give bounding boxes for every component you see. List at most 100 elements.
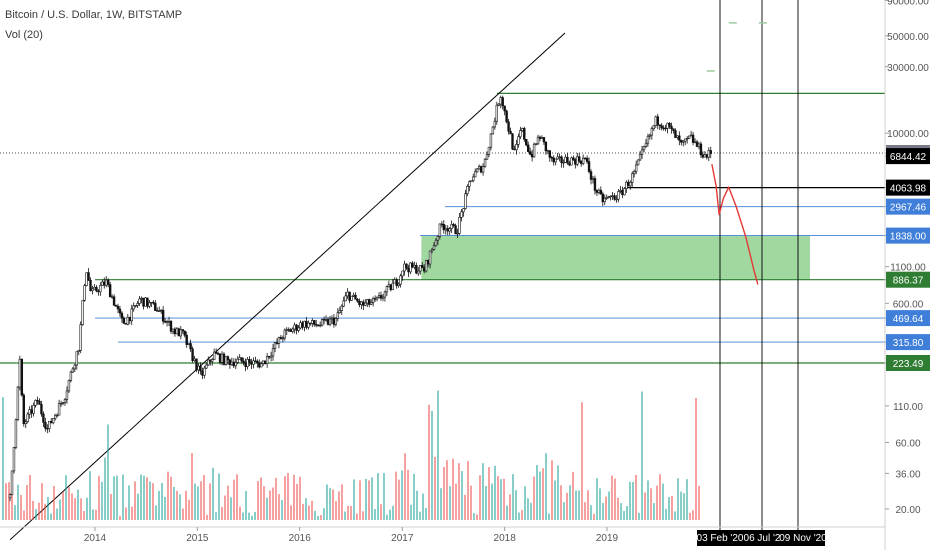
volume-bar [455, 483, 457, 520]
volume-bar [551, 460, 553, 520]
support-zone [421, 235, 811, 280]
candle-body [430, 249, 434, 252]
candle-body [373, 298, 377, 300]
candle-body [203, 367, 206, 376]
volume-bar [170, 476, 172, 520]
candle-body [687, 135, 691, 139]
candle-body [479, 166, 483, 173]
candle-body [309, 322, 312, 325]
candle-body [316, 324, 320, 327]
candle-body [148, 302, 151, 307]
candle-body [589, 171, 593, 180]
volume-bar [5, 483, 7, 520]
candle-body [619, 190, 622, 192]
volume-bar [638, 512, 640, 520]
price-label-box [886, 198, 930, 215]
volume-bar [38, 502, 40, 520]
candle-body [652, 125, 656, 129]
volume-bar [392, 505, 394, 520]
volume-bar [2, 397, 4, 520]
date-label: 03 Feb '20 [697, 533, 744, 544]
price-label: 6844.42 [890, 152, 927, 163]
candle-body [678, 135, 681, 141]
volume-bar [338, 491, 340, 520]
candle-body [269, 355, 273, 358]
candle-body [644, 142, 648, 147]
volume-bar [359, 480, 361, 520]
volume-bar [641, 391, 643, 520]
volume-bar [587, 490, 589, 520]
candle-body [466, 186, 469, 195]
volume-bar [695, 397, 697, 520]
candle-body [63, 399, 67, 403]
candle-body [409, 262, 412, 273]
candle-body [224, 356, 228, 365]
candle-body [615, 198, 618, 201]
volume-bar [182, 508, 184, 520]
symbol-legend[interactable]: Bitcoin / U.S. Dollar, 1W, BITSTAMP [5, 9, 183, 21]
candle-body [501, 97, 504, 107]
candle-body [277, 337, 281, 344]
volume-bar [284, 476, 286, 520]
volume-bar [200, 481, 202, 520]
candle-body [666, 122, 669, 129]
candle-body [313, 320, 316, 325]
candle-body [42, 413, 45, 423]
volume-legend[interactable]: Vol (20) [5, 29, 43, 41]
candle-body [75, 351, 78, 366]
price-axis-label: 50000.00 [887, 32, 929, 43]
volume-bar [674, 511, 676, 520]
volume-bar [548, 513, 550, 520]
candle-body [356, 299, 359, 302]
volume-bar [293, 474, 295, 520]
candle-body [252, 360, 255, 365]
volume-bar [65, 475, 67, 520]
volume-bar [380, 504, 382, 520]
candle-body [375, 296, 379, 300]
volume-bar [299, 476, 301, 520]
volume-bar [350, 505, 352, 520]
candle-body [454, 225, 457, 235]
candle-body [523, 128, 526, 140]
candle-body [513, 148, 516, 151]
volume-bar [137, 493, 139, 520]
volume-bar [389, 509, 391, 520]
volume-bar [113, 476, 115, 520]
price-label: 315.80 [893, 338, 924, 349]
candle-body [32, 404, 35, 414]
candle-body [152, 301, 155, 304]
volume-bar [329, 487, 331, 520]
volume-bar [110, 493, 112, 520]
candle-body [562, 162, 565, 164]
volume-bar [62, 492, 64, 520]
volume-bar [122, 474, 124, 520]
candle-body [519, 130, 522, 138]
volume-bar [131, 506, 133, 520]
candle-body [693, 141, 697, 143]
volume-bar [260, 477, 262, 520]
volume-bar [146, 477, 148, 520]
volume-bar [692, 510, 694, 520]
volume-bar [650, 488, 652, 520]
candle-body [474, 171, 477, 178]
candle-body [65, 390, 69, 400]
candle-body [301, 322, 304, 328]
candle-body [256, 360, 259, 364]
candle-body [672, 128, 675, 131]
candle-body [401, 270, 404, 277]
candle-body [521, 128, 524, 131]
candle-body [391, 282, 394, 291]
volume-bar [332, 489, 334, 520]
candle-body [499, 97, 502, 105]
candle-body [99, 285, 102, 293]
volume-bar [242, 512, 244, 520]
candle-body [546, 150, 550, 152]
date-label-box [697, 530, 743, 546]
volume-bar [305, 498, 307, 520]
volume-bar [269, 490, 271, 520]
candle-body [646, 135, 650, 144]
candle-body [470, 180, 473, 183]
candle-body [613, 195, 616, 200]
volume-bar [215, 512, 217, 520]
